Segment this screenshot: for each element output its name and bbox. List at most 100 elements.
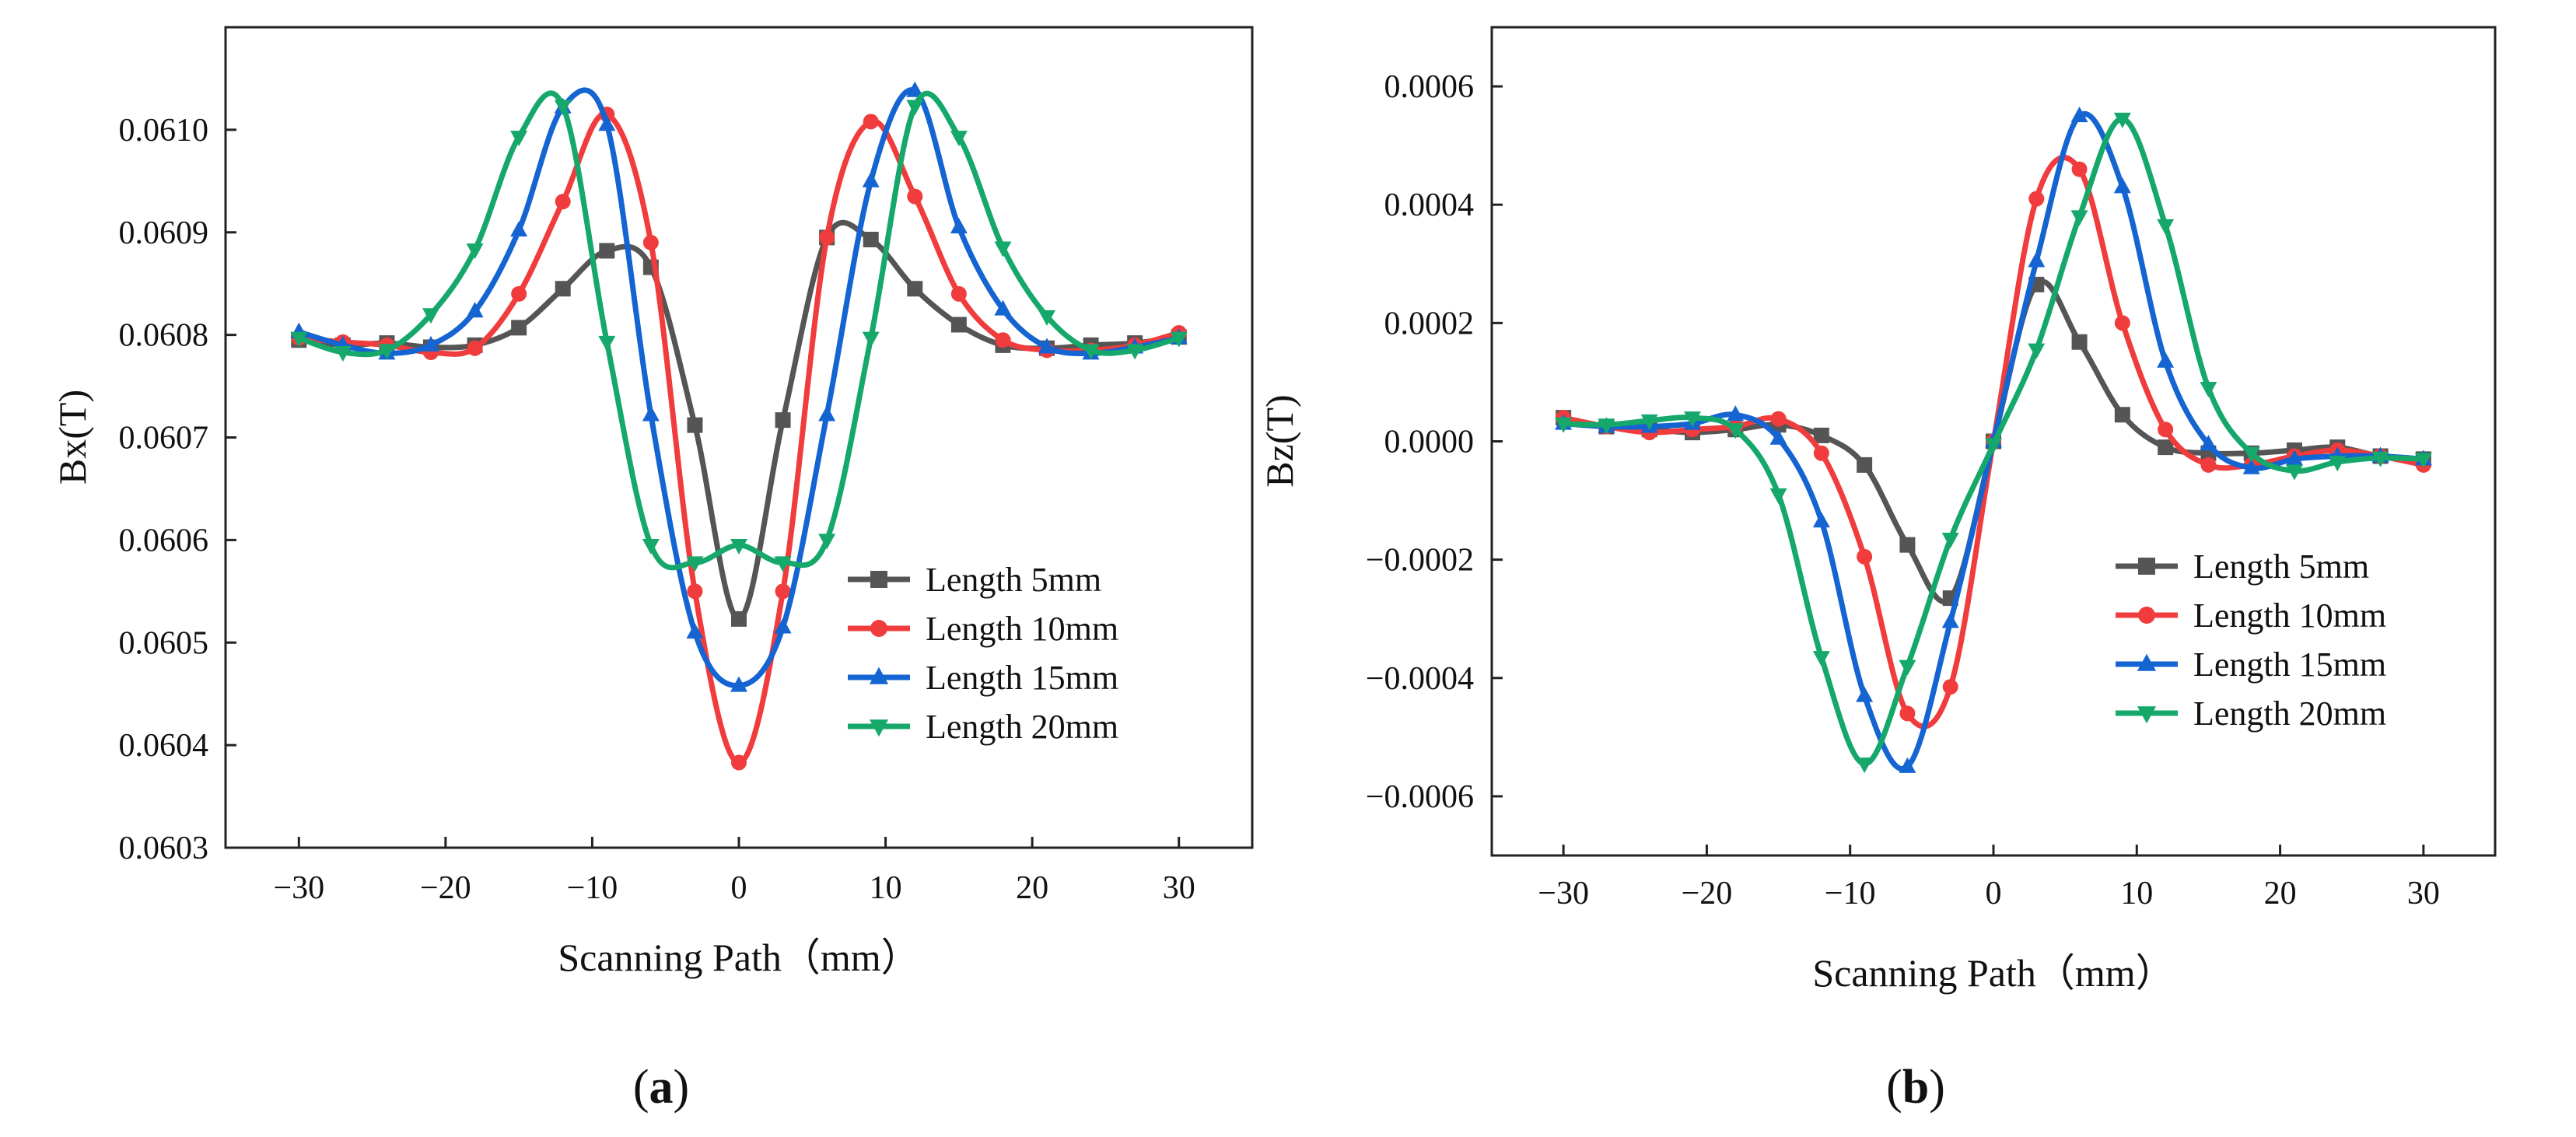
data-point	[1727, 423, 1745, 439]
data-point	[511, 285, 527, 302]
data-point	[1038, 310, 1055, 326]
legend-label: Length 20mm	[926, 708, 1118, 746]
data-point	[1942, 679, 1958, 695]
data-point	[1769, 429, 1787, 445]
data-point	[1770, 411, 1787, 427]
y-tick-label: 0.0606	[119, 523, 209, 558]
y-tick-label: 0.0006	[1384, 69, 1475, 105]
data-point	[906, 100, 924, 116]
data-point	[2071, 334, 2088, 350]
data-point	[422, 308, 439, 324]
data-point	[334, 346, 352, 362]
data-point	[642, 538, 660, 555]
data-point	[510, 131, 528, 147]
data-point	[1640, 414, 1658, 430]
x-tick-label: 10	[2120, 876, 2153, 911]
panel-b-legend: Length 5mm Length 10mm Length 15mm Length 2…	[2116, 548, 2386, 733]
data-point	[2071, 161, 2088, 177]
data-point	[1684, 411, 1701, 428]
data-point	[1813, 427, 1829, 443]
legend-marker	[2138, 607, 2155, 624]
panel-b-tick-labels: −30 −20 −10 0 10 20 30 −0.0006 −0.0004 −0.0002 0.0…	[1366, 69, 2440, 911]
data-point	[555, 194, 571, 210]
data-point	[730, 676, 747, 692]
series-line	[296, 90, 1182, 571]
x-tick-label: 10	[870, 870, 902, 906]
panel-b-y-axis-title: Bz(T)	[1258, 394, 1301, 487]
data-point	[862, 171, 880, 187]
legend-marker	[2137, 653, 2157, 671]
data-point	[1899, 757, 1916, 773]
data-point	[775, 412, 791, 429]
data-point	[774, 617, 792, 634]
panel-a-label: (a)	[633, 1061, 689, 1114]
panel-a-tick-labels: −30 −20 −10 0 10 20 30 0.0603 0.0604 0.0605 0.0606…	[119, 113, 1195, 906]
x-tick-label: −10	[567, 870, 618, 906]
y-tick-label: 0.0000	[1384, 425, 1475, 460]
legend-marker	[870, 620, 887, 637]
data-point	[1769, 488, 1787, 504]
data-point	[686, 556, 704, 572]
data-point	[950, 218, 968, 234]
x-tick-label: −20	[420, 870, 471, 906]
legend-entry: Length 15mm	[848, 659, 1118, 697]
data-point	[1985, 438, 2002, 454]
y-tick-label: 0.0604	[119, 728, 209, 764]
y-tick-label: 0.0608	[119, 318, 209, 354]
data-point	[1899, 659, 1916, 676]
data-point	[1899, 705, 1916, 722]
data-point	[862, 331, 880, 348]
data-point	[731, 754, 747, 771]
data-point	[510, 221, 528, 237]
data-point	[1813, 445, 1829, 461]
data-point	[2200, 382, 2217, 398]
x-tick-label: 30	[2407, 876, 2440, 911]
data-point	[2242, 458, 2260, 474]
data-point	[686, 623, 704, 639]
data-point	[1038, 338, 1055, 354]
panel-a: −30 −20 −10 0 10 20 30 0.0603 0.0604 0.0605 0.0606…	[51, 26, 1254, 1114]
data-point	[2070, 107, 2088, 123]
panel-a-x-axis-title: Scanning Path（mm）	[558, 936, 919, 979]
data-point	[1899, 537, 1916, 553]
data-point	[907, 281, 923, 297]
data-point	[2113, 177, 2131, 194]
legend-label: Length 15mm	[926, 659, 1118, 697]
panel-a-y-axis-title: Bx(T)	[51, 390, 94, 485]
series-3	[290, 81, 1188, 692]
data-point	[2157, 219, 2175, 235]
data-point	[555, 281, 571, 297]
legend-entry: Length 5mm	[2116, 548, 2369, 586]
x-tick-label: −20	[1682, 876, 1733, 911]
panel-b-ticks	[1492, 85, 2425, 855]
data-point	[642, 405, 660, 422]
data-point	[2242, 446, 2260, 463]
y-tick-label: −0.0006	[1366, 779, 1474, 815]
y-tick-label: 0.0004	[1384, 187, 1475, 223]
legend-label: Length 20mm	[2193, 694, 2386, 733]
data-point	[1727, 405, 1745, 422]
data-point	[1941, 612, 1959, 628]
data-point	[950, 131, 968, 147]
data-point	[1941, 533, 1959, 549]
x-tick-label: 20	[1016, 870, 1048, 906]
x-tick-label: 30	[1163, 870, 1195, 906]
data-point	[642, 234, 659, 250]
data-point	[950, 317, 967, 333]
legend-marker	[869, 666, 889, 684]
data-point	[731, 610, 747, 627]
data-point	[2113, 112, 2131, 128]
y-tick-label: 0.0609	[119, 215, 209, 251]
y-tick-label: 0.0610	[119, 113, 209, 149]
data-point	[1856, 686, 1874, 702]
data-point	[774, 556, 792, 572]
legend-label: Length 5mm	[2193, 548, 2369, 586]
panel-a-ticks	[226, 128, 1181, 849]
data-point	[950, 285, 967, 302]
data-point	[378, 344, 396, 360]
legend-entry: Length 15mm	[2116, 645, 2386, 684]
data-point	[995, 332, 1011, 348]
data-point	[994, 241, 1012, 257]
data-point	[2158, 439, 2174, 456]
